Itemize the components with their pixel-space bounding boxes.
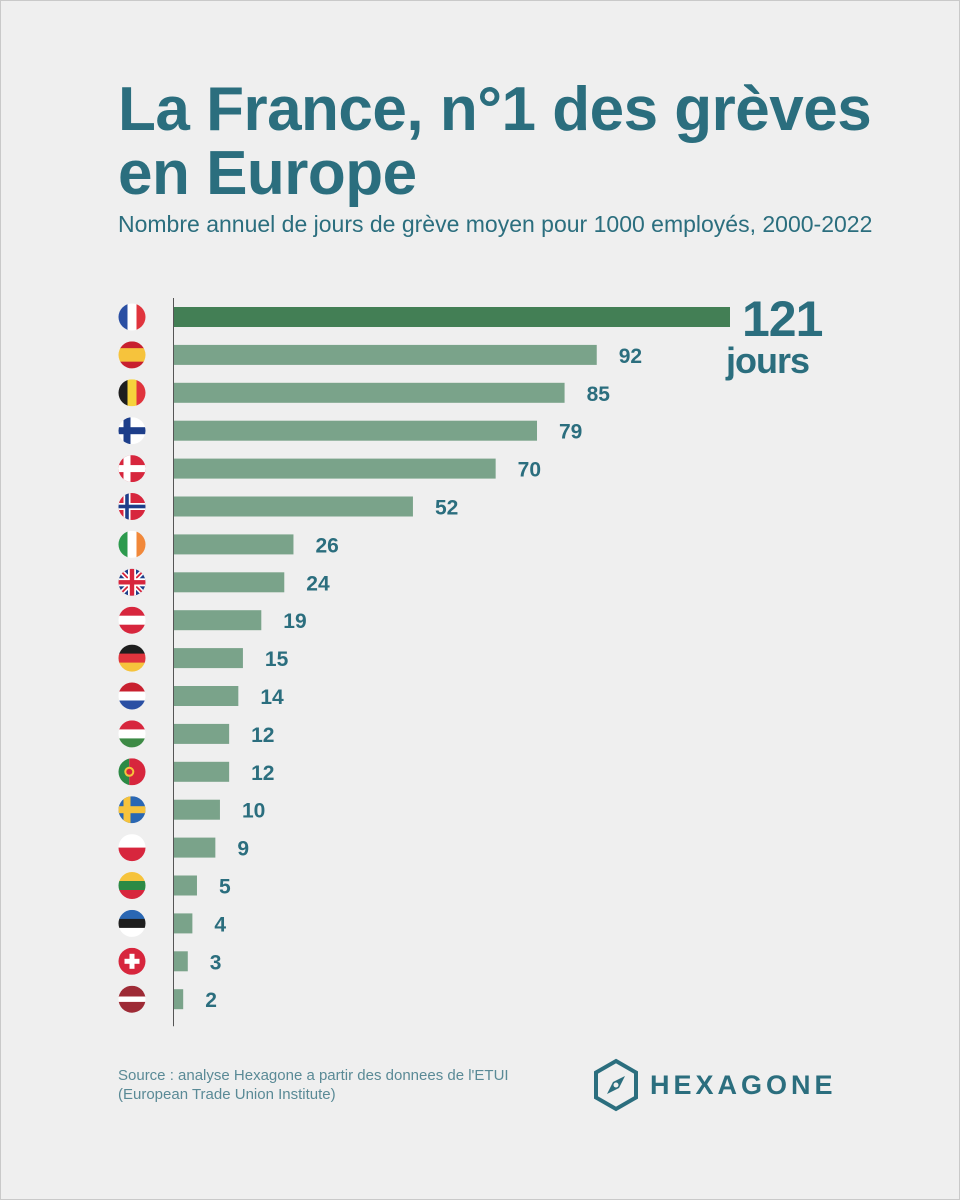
- flag-finland-icon: [118, 417, 146, 445]
- data-label-latvia: 2: [205, 989, 217, 1012]
- flag-hungary-icon: [118, 720, 146, 748]
- data-label-netherlands: 14: [260, 686, 284, 709]
- data-label-sweden: 10: [242, 800, 265, 823]
- bar-hungary: [174, 723, 230, 744]
- flag-france-icon: [118, 303, 146, 331]
- compass-hexagon-icon: [594, 1058, 638, 1112]
- flag-denmark-icon: [118, 455, 146, 483]
- bar-switzerland: [174, 951, 188, 972]
- bar-ireland: [174, 534, 294, 555]
- bar-lithuania: [174, 875, 197, 896]
- bar-belgium: [174, 382, 565, 403]
- data-label-poland: 9: [237, 838, 249, 861]
- bar-sweden: [174, 799, 220, 820]
- flag-netherlands-icon: [118, 682, 146, 710]
- flag-spain-icon: [118, 341, 146, 369]
- data-label-lithuania: 5: [219, 876, 231, 899]
- data-label-hungary: 12: [251, 724, 274, 747]
- bar-germany: [174, 648, 243, 669]
- data-label-austria: 19: [283, 610, 306, 633]
- chart-subtitle: Nombre annuel de jours de grève moyen po…: [118, 211, 873, 237]
- brand-name: HEXAGONE: [650, 1070, 837, 1100]
- bar-denmark: [174, 458, 496, 479]
- flag-portugal-icon: [118, 758, 146, 786]
- flag-sweden-icon: [118, 796, 146, 824]
- flag-norway-icon: [118, 493, 146, 520]
- flag-ireland-icon: [118, 530, 146, 558]
- bar-portugal: [174, 761, 230, 782]
- flag-austria-icon: [118, 606, 146, 634]
- flag-switzerland-icon: [118, 947, 146, 975]
- bar-austria: [174, 610, 262, 631]
- bar-united-kingdom: [174, 572, 285, 593]
- chart-title: La France, n°1 des grèves en Europe: [118, 75, 872, 208]
- data-label-france: 121: [742, 291, 823, 347]
- flag-latvia-icon: [118, 985, 146, 1013]
- bar-france: [174, 307, 730, 327]
- data-label-switzerland: 3: [210, 951, 222, 974]
- data-label-estonia: 4: [214, 913, 226, 936]
- bar-finland: [174, 420, 538, 441]
- bar-norway: [174, 496, 413, 517]
- data-label-norway: 52: [435, 497, 458, 520]
- hexagone-logo: HEXAGONE: [592, 1058, 852, 1112]
- bar-latvia: [174, 989, 184, 1010]
- data-label-ireland: 26: [315, 534, 338, 557]
- flag-estonia-icon: [118, 909, 146, 937]
- data-label-unit: jours: [725, 340, 809, 381]
- data-label-finland: 79: [559, 421, 582, 444]
- flag-poland-icon: [118, 834, 146, 862]
- flag-lithuania-icon: [118, 872, 146, 899]
- data-label-denmark: 70: [518, 459, 541, 482]
- bar-netherlands: [174, 686, 239, 706]
- data-label-spain: 92: [619, 345, 642, 368]
- data-label-portugal: 12: [251, 762, 274, 785]
- data-label-belgium: 85: [587, 383, 611, 406]
- bar-spain: [174, 344, 597, 365]
- bar-poland: [174, 837, 216, 858]
- data-label-united-kingdom: 24: [306, 572, 330, 595]
- source-note: Source : analyse Hexagone a partir des d…: [118, 1067, 509, 1103]
- bar-estonia: [174, 913, 193, 934]
- flag-united-kingdom-icon: [118, 568, 146, 596]
- flag-belgium-icon: [118, 379, 146, 407]
- data-label-germany: 15: [265, 648, 289, 671]
- flag-germany-icon: [118, 644, 146, 672]
